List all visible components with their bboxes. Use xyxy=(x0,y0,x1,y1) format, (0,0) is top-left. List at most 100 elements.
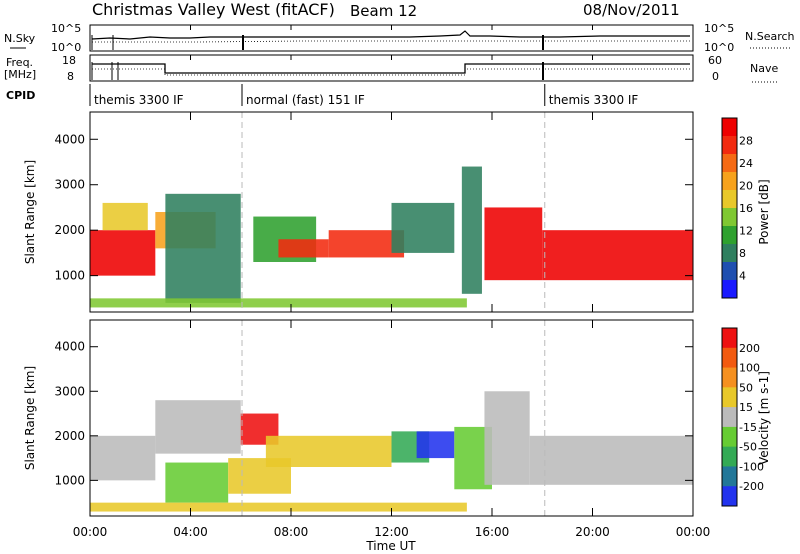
colorbar-swatch xyxy=(722,226,737,245)
noise-left-tick-bottom: 10^0 xyxy=(51,41,81,54)
data-region xyxy=(90,435,156,481)
colorbar-tick-label: 15 xyxy=(739,401,753,414)
data-region xyxy=(102,202,148,231)
velocity-colorbar: 200 100 50 15 -15 -50 -100 -200 xyxy=(721,327,764,507)
colorbar-tick-label: -200 xyxy=(739,480,764,493)
beam-label: Beam 12 xyxy=(350,2,417,20)
frequency-trace xyxy=(92,63,690,74)
velocity-ylabel: Slant Range [km] xyxy=(23,366,37,470)
power-panel: 1000 2000 3000 4000 Slant Range [km] xyxy=(23,111,694,313)
data-region xyxy=(461,166,482,294)
colorbar-swatch xyxy=(722,446,737,467)
time-axis: 00:00 04:00 08:00 12:00 16:00 20:00 00:00 xyxy=(73,25,711,539)
velocity-panel: 1000 2000 3000 4000 Slant Range [km] xyxy=(23,319,694,517)
colorbar-swatch xyxy=(722,118,737,137)
cpid-segment-label: normal (fast) 151 IF xyxy=(246,93,365,107)
freq-right-tick-bottom: 0 xyxy=(712,70,719,83)
data-region xyxy=(165,462,229,503)
data-region xyxy=(90,298,467,308)
y-tick-label: 4000 xyxy=(54,132,85,146)
noise-right-tick-top: 10^5 xyxy=(704,22,734,35)
nsearch-trace xyxy=(92,40,690,43)
noise-panel: N.Sky N.Search 10^5 10^0 10^5 10^0 xyxy=(4,22,795,54)
y-tick-label: 3000 xyxy=(54,178,85,192)
colorbar-swatch xyxy=(722,387,737,408)
cpid-segment-label: themis 3300 IF xyxy=(549,93,639,107)
y-tick-label: 1000 xyxy=(54,473,85,487)
nsky-label: N.Sky xyxy=(4,32,36,45)
y-tick-label: 3000 xyxy=(54,384,85,398)
colorbar-tick-label: -50 xyxy=(739,441,757,454)
plot-title: Christmas Valley West (fitACF) xyxy=(92,0,335,19)
colorbar-swatch xyxy=(722,208,737,227)
data-region xyxy=(90,502,467,512)
freq-label-line1: Freq. xyxy=(6,56,33,69)
data-region xyxy=(165,193,241,303)
data-region xyxy=(228,458,291,494)
power-colorbar: 4 8 12 16 20 24 28 xyxy=(721,117,753,299)
y-tick-label: 1000 xyxy=(54,269,85,283)
y-tick-label: 2000 xyxy=(54,223,85,237)
colorbar-swatch xyxy=(722,244,737,263)
colorbar-swatch xyxy=(722,328,737,349)
x-tick-label: 08:00 xyxy=(274,525,309,539)
colorbar-tick-label: 16 xyxy=(739,202,753,215)
power-ylabel: Slant Range [km] xyxy=(23,160,37,264)
colorbar-tick-label: 28 xyxy=(739,135,753,148)
cpid-row: CPID themis 3300 IF normal (fast) 151 IF t… xyxy=(6,84,638,107)
noise-right-tick-bottom: 10^0 xyxy=(704,41,734,54)
y-tick-label: 2000 xyxy=(54,429,85,443)
x-tick-label: 20:00 xyxy=(575,525,610,539)
colorbar-swatch xyxy=(722,486,737,507)
nave-label: Nave xyxy=(750,62,778,75)
freq-label-line2: [MHz] xyxy=(4,68,36,81)
data-region xyxy=(529,435,693,485)
colorbar-tick-label: 24 xyxy=(739,157,753,170)
colorbar-tick-label: 20 xyxy=(739,180,753,193)
data-region xyxy=(155,400,241,454)
cpid-label: CPID xyxy=(6,89,35,102)
colorbar-swatch xyxy=(722,367,737,388)
x-tick-label: 04:00 xyxy=(173,525,208,539)
colorbar-swatch xyxy=(722,262,737,281)
nave-trace xyxy=(92,68,690,76)
colorbar-swatch xyxy=(722,172,737,191)
x-tick-label: 16:00 xyxy=(475,525,510,539)
colorbar-tick-label: 100 xyxy=(739,362,760,375)
noise-left-tick-top: 10^5 xyxy=(51,22,81,35)
colorbar-tick-label: 200 xyxy=(739,342,760,355)
colorbar-frame xyxy=(721,117,738,299)
colorbar-swatch xyxy=(722,136,737,155)
colorbar-frame xyxy=(721,327,738,507)
freq-left-tick-bottom: 8 xyxy=(67,70,74,83)
colorbar-tick-label: -100 xyxy=(739,460,764,473)
nsearch-label: N.Search xyxy=(745,30,795,43)
x-tick-label: 00:00 xyxy=(676,525,711,539)
data-region xyxy=(484,207,543,281)
power-colorbar-label: Power [dB] xyxy=(757,179,771,244)
colorbar-tick-label: -15 xyxy=(739,421,757,434)
colorbar-tick-label: 50 xyxy=(739,381,753,394)
colorbar-swatch xyxy=(722,347,737,369)
frequency-panel: Freq. [MHz] Nave 18 8 60 0 xyxy=(4,54,778,83)
plot-date: 08/Nov/2011 xyxy=(583,1,680,19)
xaxis-label: Time UT xyxy=(365,539,416,553)
velocity-colorbar-label: Velocity [m s-1] xyxy=(757,371,771,465)
data-region xyxy=(484,391,530,485)
nsky-trace xyxy=(91,30,690,40)
colorbar-tick-label: 8 xyxy=(739,247,746,260)
data-region xyxy=(278,239,329,258)
y-tick-label: 4000 xyxy=(54,340,85,354)
colorbar-swatch xyxy=(722,407,737,428)
data-region xyxy=(416,431,455,459)
data-region xyxy=(90,230,156,276)
colorbar-swatch xyxy=(722,190,737,209)
colorbar-swatch xyxy=(722,280,737,299)
data-region xyxy=(542,230,693,281)
cpid-segment-label: themis 3300 IF xyxy=(94,93,184,107)
colorbar-swatch xyxy=(722,154,737,173)
colorbar-swatch xyxy=(722,426,737,448)
colorbar-tick-label: 4 xyxy=(739,270,746,283)
freq-left-tick-top: 18 xyxy=(62,54,76,67)
